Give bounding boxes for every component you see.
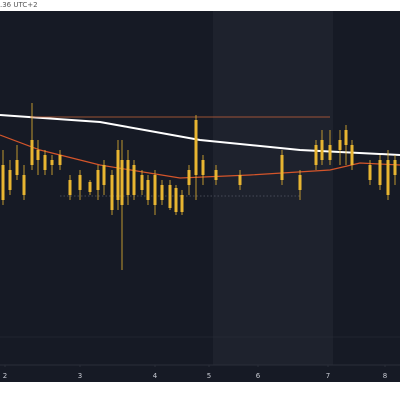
candle-body <box>30 140 34 165</box>
candle-body <box>58 155 62 165</box>
candle-body <box>110 175 114 210</box>
candle-body <box>140 175 144 190</box>
candle-body <box>126 160 130 195</box>
candle-body <box>187 170 191 185</box>
x-tick-label: 2 <box>3 372 7 380</box>
candle-body <box>132 165 136 195</box>
candle-body <box>194 120 198 175</box>
candle-body <box>393 160 397 175</box>
candle-body <box>314 145 318 165</box>
candle-body <box>22 175 26 195</box>
chart-background <box>0 11 400 382</box>
candle-body <box>96 170 100 190</box>
candle-body <box>338 140 342 150</box>
candle-body <box>153 175 157 205</box>
session-highlight <box>213 11 333 365</box>
candle-body <box>160 185 164 200</box>
x-tick-label: 8 <box>383 372 387 380</box>
candle-body <box>298 175 302 190</box>
x-tick-label: 5 <box>207 372 211 380</box>
candle-body <box>180 195 184 212</box>
moving-average-line <box>0 114 400 156</box>
candle-body <box>214 170 218 180</box>
candle-body <box>36 150 40 160</box>
candle-body <box>386 160 390 195</box>
candle-body <box>238 175 242 185</box>
candle-body <box>78 175 82 190</box>
candle-body <box>88 182 92 192</box>
x-tick-label: 4 <box>153 372 158 380</box>
candle-body <box>201 160 205 175</box>
candle-body <box>50 160 54 165</box>
candle-body <box>344 130 348 145</box>
candle-body <box>280 155 284 180</box>
candle-body <box>120 160 124 205</box>
candle-body <box>102 165 106 185</box>
candle-body <box>168 185 172 208</box>
candle-body <box>350 145 354 165</box>
timezone-label: .36 UTC+2 <box>0 1 38 9</box>
x-tick-label: 6 <box>256 372 261 380</box>
x-tick-label: 3 <box>78 372 82 380</box>
candle-body <box>116 150 120 200</box>
candle-body <box>1 165 5 200</box>
candle-body <box>174 188 178 212</box>
candle-body <box>146 180 150 200</box>
x-tick-label: 7 <box>326 372 330 380</box>
candle-body <box>43 155 47 170</box>
candle-body <box>8 170 12 190</box>
candle-body <box>378 160 382 185</box>
candle-body <box>320 140 324 160</box>
candle-body <box>15 160 19 175</box>
candle-body <box>368 165 372 180</box>
candle-body <box>328 145 332 160</box>
candle-body <box>68 180 72 195</box>
